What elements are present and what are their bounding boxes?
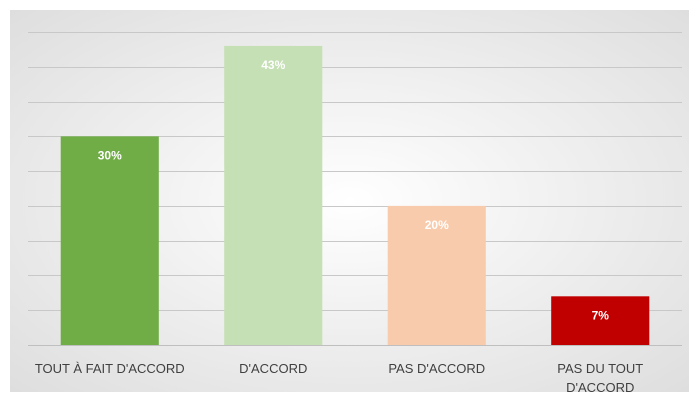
x-tick-label-line: TOUT À FAIT D'ACCORD — [35, 361, 185, 376]
x-tick-label: D'ACCORD — [239, 361, 307, 376]
data-label: 7% — [592, 308, 610, 322]
x-tick-label: PAS DU TOUT D'ACCORD — [557, 361, 643, 395]
data-label: 43% — [261, 58, 285, 72]
x-tick-labels: TOUT À FAIT D'ACCORD D'ACCORD PAS D'ACCORD… — [35, 361, 643, 395]
bar — [387, 205, 486, 345]
bar — [224, 45, 323, 346]
x-tick-label-line: PAS D'ACCORD — [388, 361, 485, 376]
x-tick-label: PAS D'ACCORD — [388, 361, 485, 376]
bar — [60, 136, 159, 345]
data-label: 20% — [425, 218, 449, 232]
x-tick-label-line: PAS DU TOUT — [557, 361, 643, 376]
data-labels: 30% 43% 20% 7% — [98, 58, 610, 322]
bars — [60, 45, 650, 346]
x-tick-label-line: D'ACCORD — [239, 361, 307, 376]
x-tick-label: TOUT À FAIT D'ACCORD — [35, 361, 185, 376]
bar — [551, 296, 650, 345]
x-tick-label-line: D'ACCORD — [566, 380, 634, 395]
data-label: 30% — [98, 148, 122, 162]
